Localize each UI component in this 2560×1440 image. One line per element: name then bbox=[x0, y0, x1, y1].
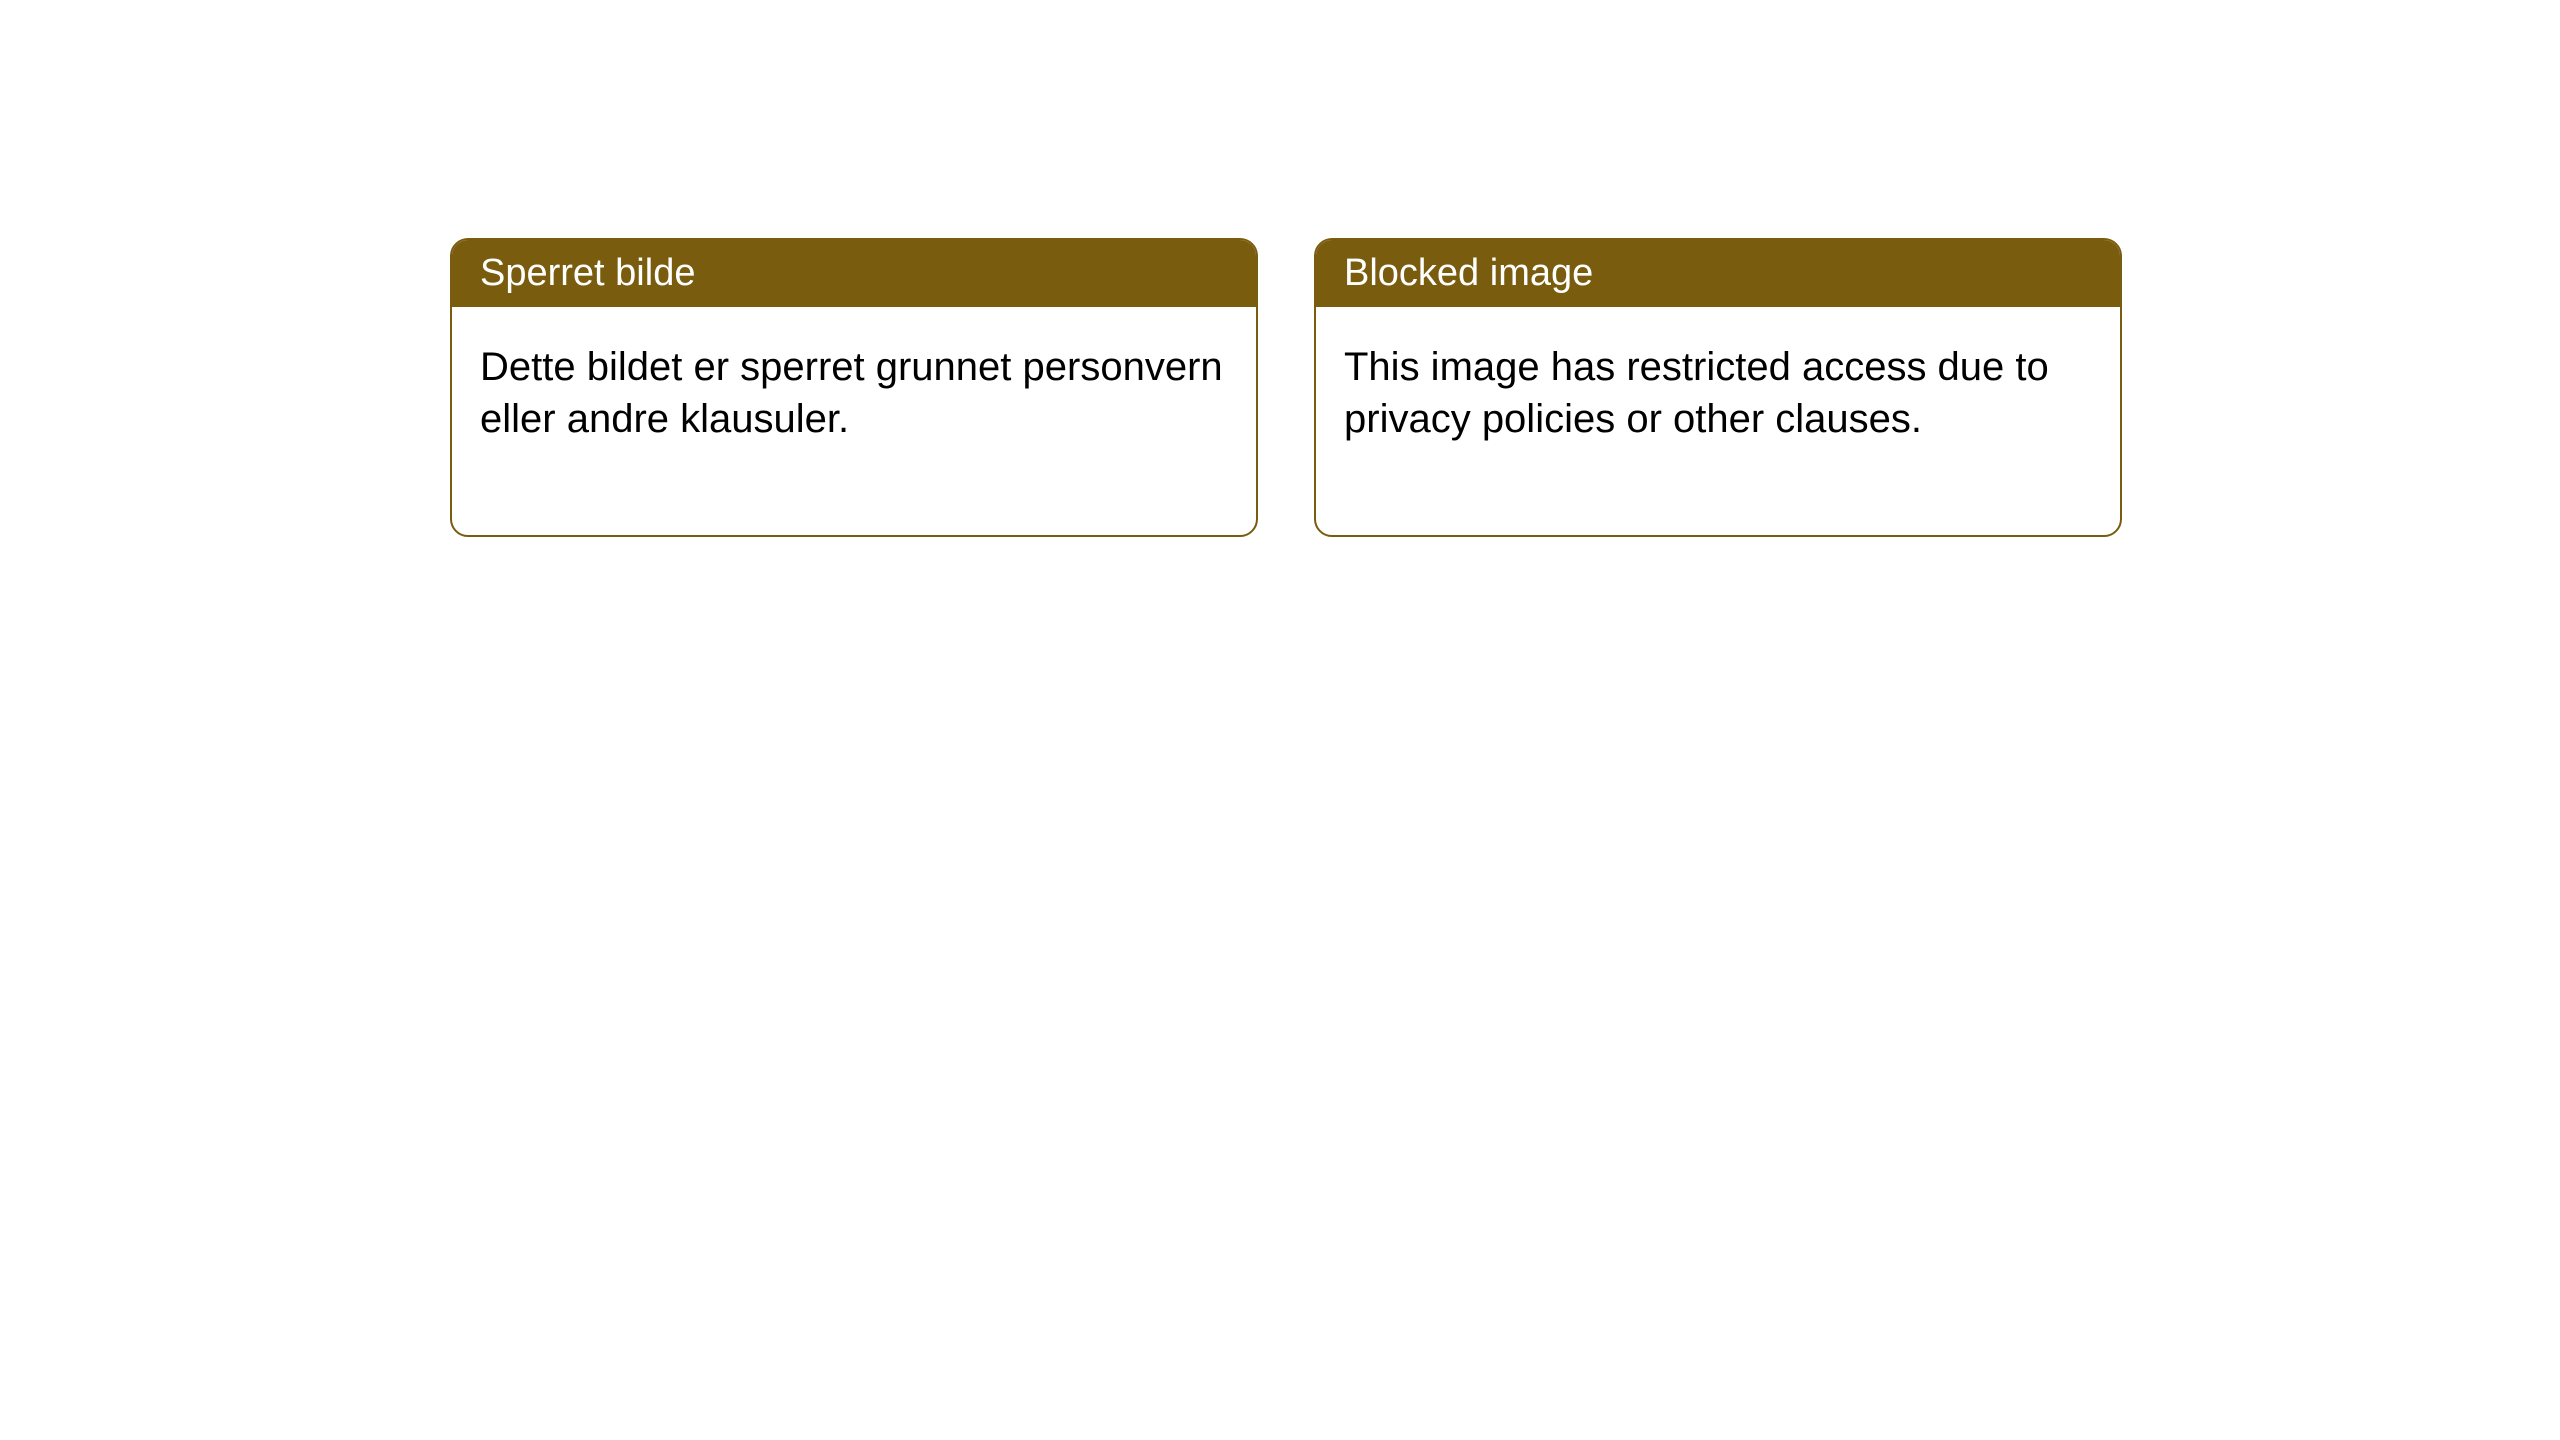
notice-cards-container: Sperret bilde Dette bildet er sperret gr… bbox=[450, 238, 2122, 537]
card-body: Dette bildet er sperret grunnet personve… bbox=[452, 307, 1256, 535]
card-header: Blocked image bbox=[1316, 240, 2120, 307]
blocked-image-card-en: Blocked image This image has restricted … bbox=[1314, 238, 2122, 537]
blocked-image-card-no: Sperret bilde Dette bildet er sperret gr… bbox=[450, 238, 1258, 537]
card-header: Sperret bilde bbox=[452, 240, 1256, 307]
card-body: This image has restricted access due to … bbox=[1316, 307, 2120, 535]
